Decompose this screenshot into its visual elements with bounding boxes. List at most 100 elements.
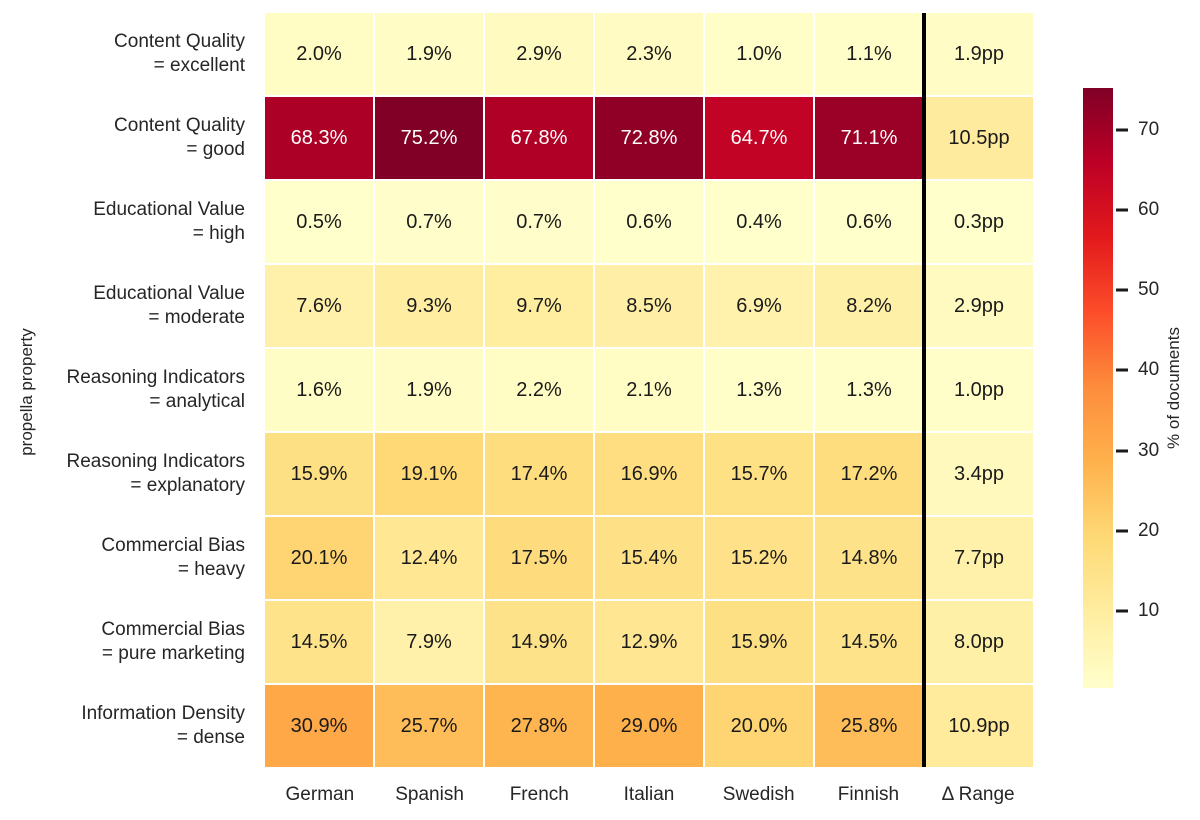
- colorbar-tick: [1116, 128, 1128, 132]
- heatmap-cell: 17.4%: [485, 433, 593, 515]
- heatmap-cell: 2.1%: [595, 349, 703, 431]
- row-label: Commercial Bias = heavy: [101, 534, 245, 580]
- heatmap-cell: 29.0%: [595, 685, 703, 767]
- heatmap-cell: 2.9%: [485, 13, 593, 95]
- row-label: Reasoning Indicators = explanatory: [66, 450, 246, 496]
- x-tick-label: Italian: [623, 784, 675, 805]
- x-tick-label: French: [509, 784, 569, 805]
- heatmap-cell: 15.2%: [705, 517, 813, 599]
- row-label: Information Density = dense: [81, 702, 245, 748]
- heatmap-cell: 19.1%: [375, 433, 483, 515]
- row-label: Reasoning Indicators = analytical: [66, 366, 246, 412]
- heatmap-cell: 1.6%: [265, 349, 373, 431]
- row-label: Commercial Bias = pure marketing: [101, 618, 245, 664]
- heatmap-cell: 14.5%: [265, 601, 373, 683]
- heatmap-cell: 1.3%: [815, 349, 923, 431]
- colorbar-tick-label: 10: [1138, 599, 1160, 621]
- heatmap-cell: 14.9%: [485, 601, 593, 683]
- heatmap-cell: 10.5pp: [925, 97, 1033, 179]
- colorbar-tick-label: 70: [1138, 118, 1160, 140]
- heatmap-cell: 14.8%: [815, 517, 923, 599]
- heatmap-cell: 2.9pp: [925, 265, 1033, 347]
- heatmap-cell: 0.6%: [595, 181, 703, 263]
- heatmap-cell: 17.2%: [815, 433, 923, 515]
- heatmap-cell: 16.9%: [595, 433, 703, 515]
- heatmap-cell: 8.5%: [595, 265, 703, 347]
- row-label: Educational Value = moderate: [93, 282, 245, 328]
- column-separator-line: [922, 13, 926, 767]
- heatmap-cell: 20.1%: [265, 517, 373, 599]
- colorbar-tick-label: 50: [1138, 279, 1160, 301]
- heatmap-cell: 1.9pp: [925, 13, 1033, 95]
- heatmap-cell: 0.7%: [375, 181, 483, 263]
- x-tick-label: Swedish: [722, 784, 795, 805]
- colorbar-tick-label: 20: [1138, 519, 1160, 541]
- colorbar-tick: [1116, 449, 1128, 453]
- x-tick-labels: German Spanish French Italian Swedish Finnish…: [265, 779, 1033, 811]
- heatmap-cell: 1.0pp: [925, 349, 1033, 431]
- heatmap-cell: 0.6%: [815, 181, 923, 263]
- heatmap-cell: 1.3%: [705, 349, 813, 431]
- colorbar-tick: [1116, 609, 1128, 613]
- colorbar-tick-label: 30: [1138, 439, 1160, 461]
- heatmap-cell: 64.7%: [705, 97, 813, 179]
- row-label: Content Quality = good: [114, 114, 245, 160]
- heatmap-cell: 10.9pp: [925, 685, 1033, 767]
- colorbar: [1083, 88, 1113, 688]
- y-tick-labels: Content Quality = excellent Content Qualit…: [0, 13, 255, 767]
- heatmap-cell: 7.7pp: [925, 517, 1033, 599]
- x-tick-label: Spanish: [395, 784, 464, 805]
- heatmap-cell: 30.9%: [265, 685, 373, 767]
- heatmap-cell: 1.0%: [705, 13, 813, 95]
- heatmap-cell: 1.9%: [375, 13, 483, 95]
- heatmap-cell: 17.5%: [485, 517, 593, 599]
- colorbar-tick: [1116, 208, 1128, 212]
- heatmap-cell: 8.2%: [815, 265, 923, 347]
- heatmap-cell: 7.9%: [375, 601, 483, 683]
- heatmap-cell: 8.0pp: [925, 601, 1033, 683]
- heatmap-cell: 27.8%: [485, 685, 593, 767]
- heatmap-cell: 0.3pp: [925, 181, 1033, 263]
- heatmap-cell: 15.7%: [705, 433, 813, 515]
- heatmap-cell: 7.6%: [265, 265, 373, 347]
- heatmap-cell: 2.3%: [595, 13, 703, 95]
- heatmap-cell: 15.4%: [595, 517, 703, 599]
- row-label: Content Quality = excellent: [114, 30, 245, 76]
- colorbar-tick-label: 60: [1138, 198, 1160, 220]
- heatmap-grid: 2.0% 1.9% 2.9% 2.3% 1.0% 1.1% 1.9pp 68.3% 75.2% 6…: [265, 13, 1033, 767]
- x-tick-label: Δ Range: [941, 784, 1015, 805]
- heatmap-cell: 2.0%: [265, 13, 373, 95]
- colorbar-tick: [1116, 529, 1128, 533]
- x-tick-label: Finnish: [837, 784, 900, 805]
- heatmap-cell: 1.9%: [375, 349, 483, 431]
- colorbar-label: % of documents: [1164, 327, 1183, 449]
- heatmap-cell: 75.2%: [375, 97, 483, 179]
- heatmap-cell: 12.4%: [375, 517, 483, 599]
- heatmap-cell: 1.1%: [815, 13, 923, 95]
- heatmap-cell: 67.8%: [485, 97, 593, 179]
- heatmap-cell: 15.9%: [705, 601, 813, 683]
- heatmap-cell: 12.9%: [595, 601, 703, 683]
- colorbar-tick: [1116, 288, 1128, 292]
- heatmap-cell: 72.8%: [595, 97, 703, 179]
- x-tick-label: German: [285, 784, 355, 805]
- heatmap-cell: 25.8%: [815, 685, 923, 767]
- heatmap-cell: 0.5%: [265, 181, 373, 263]
- heatmap-cell: 14.5%: [815, 601, 923, 683]
- heatmap-cell: 20.0%: [705, 685, 813, 767]
- heatmap-cell: 6.9%: [705, 265, 813, 347]
- colorbar-tick: [1116, 368, 1128, 372]
- heatmap-cell: 3.4pp: [925, 433, 1033, 515]
- heatmap-cell: 9.7%: [485, 265, 593, 347]
- heatmap-cell: 25.7%: [375, 685, 483, 767]
- heatmap-cell: 9.3%: [375, 265, 483, 347]
- colorbar-tick-label: 40: [1138, 359, 1160, 381]
- row-label: Educational Value = high: [93, 198, 245, 244]
- heatmap-cell: 0.4%: [705, 181, 813, 263]
- heatmap-cell: 71.1%: [815, 97, 923, 179]
- heatmap-cell: 15.9%: [265, 433, 373, 515]
- heatmap-cell: 0.7%: [485, 181, 593, 263]
- heatmap-cell: 68.3%: [265, 97, 373, 179]
- heatmap-cell: 2.2%: [485, 349, 593, 431]
